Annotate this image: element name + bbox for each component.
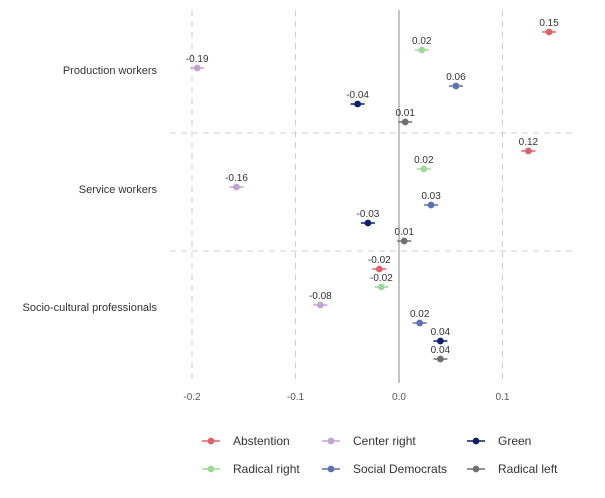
point-radical-right-socio-cultural-professionals xyxy=(378,283,385,291)
legend-key-radical-left xyxy=(472,465,480,473)
data-label-radical-left: 0.04 xyxy=(431,345,451,356)
category-label-production-workers: Production workers xyxy=(63,65,158,77)
point-green-production-workers xyxy=(354,100,361,108)
point-abstention-service-workers xyxy=(524,147,532,155)
data-label-center-right: -0.08 xyxy=(309,291,332,302)
legend-key-radical-right xyxy=(207,465,215,473)
data-label-radical-right: -0.02 xyxy=(370,273,393,284)
point-center-right-production-workers xyxy=(193,64,201,72)
point-green-service-workers xyxy=(364,219,372,227)
legend-label-radical-right: Radical right xyxy=(233,462,300,476)
point-green-socio-cultural-professionals xyxy=(437,337,444,345)
point-social-democrats-production-workers xyxy=(452,82,460,90)
data-label-social-democrats: 0.03 xyxy=(421,191,441,202)
legend-key-social-democrats xyxy=(327,465,335,473)
point-radical-left-socio-cultural-professionals xyxy=(437,355,444,363)
data-label-radical-left: 0.01 xyxy=(394,227,414,238)
data-label-green: -0.04 xyxy=(346,90,369,101)
data-label-radical-right: 0.02 xyxy=(414,155,434,166)
point-radical-right-service-workers xyxy=(420,165,428,173)
category-label-service-workers: Service workers xyxy=(79,184,158,196)
data-label-green: 0.04 xyxy=(431,327,451,338)
legend-key-center-right xyxy=(327,437,335,445)
x-tick-label: 0.1 xyxy=(496,392,510,403)
point-abstention-socio-cultural-professionals xyxy=(375,265,383,273)
x-tick-label: -0.2 xyxy=(183,392,201,403)
legend-label-social-democrats: Social Democrats xyxy=(353,462,447,476)
data-label-abstention: -0.02 xyxy=(368,255,391,266)
point-radical-left-service-workers xyxy=(400,237,408,245)
legend-key-abstention xyxy=(207,437,215,445)
data-label-social-democrats: 0.02 xyxy=(410,309,430,320)
legend-key-green xyxy=(472,437,480,445)
data-label-center-right: -0.16 xyxy=(225,173,248,184)
point-center-right-socio-cultural-professionals xyxy=(316,301,324,309)
point-radical-right-production-workers xyxy=(418,46,426,54)
point-abstention-production-workers xyxy=(545,28,553,36)
data-label-radical-left: 0.01 xyxy=(395,108,415,119)
data-label-abstention: 0.12 xyxy=(519,137,539,148)
point-social-democrats-socio-cultural-professionals xyxy=(416,319,424,327)
data-label-radical-right: 0.02 xyxy=(412,36,432,47)
category-label-socio-cultural-professionals: Socio-cultural professionals xyxy=(22,302,157,314)
data-label-green: -0.03 xyxy=(357,209,380,220)
legend-label-center-right: Center right xyxy=(353,434,416,448)
legend-label-radical-left: Radical left xyxy=(498,462,558,476)
x-tick-label: -0.1 xyxy=(287,392,305,403)
x-tick-label: 0.0 xyxy=(392,392,406,403)
point-radical-left-production-workers xyxy=(401,118,409,126)
point-social-democrats-service-workers xyxy=(427,201,435,209)
data-label-social-democrats: 0.06 xyxy=(446,72,466,83)
legend-label-abstention: Abstention xyxy=(233,434,290,448)
data-label-abstention: 0.15 xyxy=(539,18,559,29)
point-center-right-service-workers xyxy=(233,183,240,191)
data-label-center-right: -0.19 xyxy=(186,54,209,65)
legend-label-green: Green xyxy=(498,434,531,448)
